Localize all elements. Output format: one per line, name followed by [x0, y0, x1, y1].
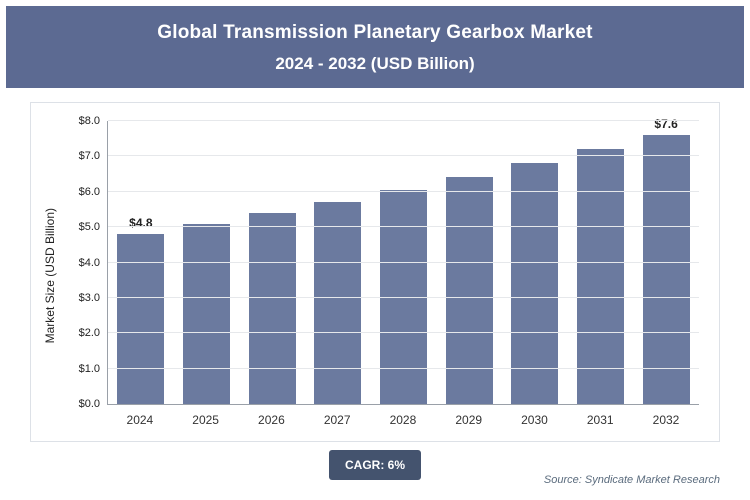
- bar-2029: [445, 176, 493, 404]
- y-tick-label: $5.0: [78, 221, 100, 234]
- y-tick-label: $8.0: [78, 115, 100, 127]
- gridline: [108, 261, 699, 263]
- bar-2025: [182, 223, 230, 404]
- y-tick-label: $1.0: [78, 362, 100, 375]
- x-tick-label: 2027: [323, 413, 351, 427]
- plot-column: $4.8 $7.6 $0.0 $1.0 $2.0 $3.0 $4.0 $5.0 $6.0 $7.…: [63, 115, 699, 431]
- x-tick-label: 2026: [258, 413, 285, 427]
- bar-2027: [314, 201, 362, 404]
- plot-area: $4.8 $7.6 $0.0 $1.0 $2.0 $3.0 $4.0 $5.0 $6.0 $7.…: [79, 115, 699, 410]
- x-axis-labels: 2024 2025 2026 2027 2028 2029 2030 2031 2032: [107, 405, 699, 431]
- y-axis-label-wrap: Market Size (USD Billion): [37, 121, 63, 431]
- source-text: Source: Syndicate Market Research: [543, 474, 720, 486]
- gridline: [108, 190, 699, 192]
- bar-series: $4.8 $7.6: [108, 117, 699, 404]
- bar-2031: [576, 148, 624, 404]
- chart-footer: CAGR: 6% Source: Syndicate Market Resear…: [30, 448, 720, 492]
- y-tick-label: $4.0: [78, 256, 100, 269]
- gridline: [108, 367, 699, 369]
- bar-2032: $7.6: [642, 117, 690, 404]
- x-tick-label: 2024: [126, 413, 154, 427]
- y-tick-label: $0.0: [78, 398, 100, 410]
- bar-2026: [248, 213, 296, 404]
- y-tick-label: $3.0: [78, 291, 100, 304]
- y-axis-label: Market Size (USD Billion): [43, 208, 57, 344]
- x-tick-label: 2028: [389, 413, 417, 427]
- chart-header: Global Transmission Planetary Gearbox Ma…: [6, 6, 744, 88]
- bar-2030: [511, 163, 559, 404]
- gridline: [108, 155, 699, 157]
- y-tick-label: $6.0: [78, 185, 100, 198]
- x-tick-label: 2032: [652, 413, 680, 427]
- gridline: [108, 296, 699, 298]
- cagr-badge: CAGR: 6%: [328, 450, 422, 480]
- chart-title: Global Transmission Planetary Gearbox Ma…: [157, 22, 593, 43]
- gridline: [108, 226, 699, 228]
- y-tick-label: $2.0: [78, 327, 100, 340]
- x-tick-label: 2030: [521, 413, 548, 427]
- x-tick-label: 2029: [455, 413, 483, 427]
- gridline: [108, 332, 699, 334]
- chart-subtitle: 2024 - 2032 (USD Billion): [275, 54, 475, 73]
- y-tick-label: $7.0: [78, 150, 100, 163]
- bar-value-label: $4.8: [129, 216, 153, 231]
- x-tick-label: 2025: [192, 413, 219, 427]
- gridline: [108, 120, 699, 121]
- bar-2024: $4.8: [117, 216, 165, 404]
- chart-area: Market Size (USD Billion) $4.8 $7.6 $0.0 $…: [30, 102, 720, 442]
- x-tick-label: 2031: [586, 413, 614, 427]
